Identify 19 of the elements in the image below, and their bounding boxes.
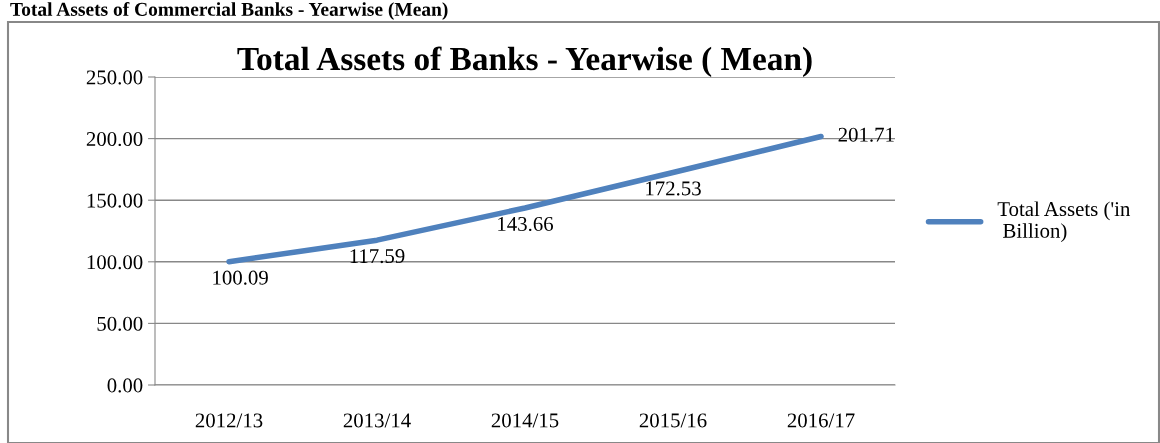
y-tick-label: 250.00 [86, 70, 143, 85]
y-tick-label: 150.00 [87, 193, 143, 208]
data-label: 172.53 [646, 181, 701, 196]
chart-title: Total Assets of Banks - Yearwise ( Mean) [237, 46, 812, 77]
data-label: 143.66 [498, 217, 554, 232]
y-tick-label: 0.00 [107, 378, 143, 393]
x-tick-label: 2015/16 [639, 413, 707, 428]
data-label: 100.09 [213, 270, 268, 285]
y-tick-label: 200.00 [86, 131, 143, 147]
y-tick-label: 100.00 [87, 255, 143, 270]
text: Total Assets of Commercial Banks - Yearwise (Mean) [10, 2, 448, 20]
x-tick-label: 2014/15 [491, 413, 559, 428]
x-tick-label: 2016/17 [787, 413, 855, 428]
x-tick-label: 2012/13 [195, 413, 263, 428]
legend-label: Total Assets ('in Billion) [997, 201, 1131, 243]
data-label: 201.71 [838, 127, 894, 142]
x-tick-label: 2013/14 [343, 413, 411, 428]
data-label: 117.59 [350, 249, 405, 264]
y-tick-label: 50.00 [97, 316, 143, 331]
